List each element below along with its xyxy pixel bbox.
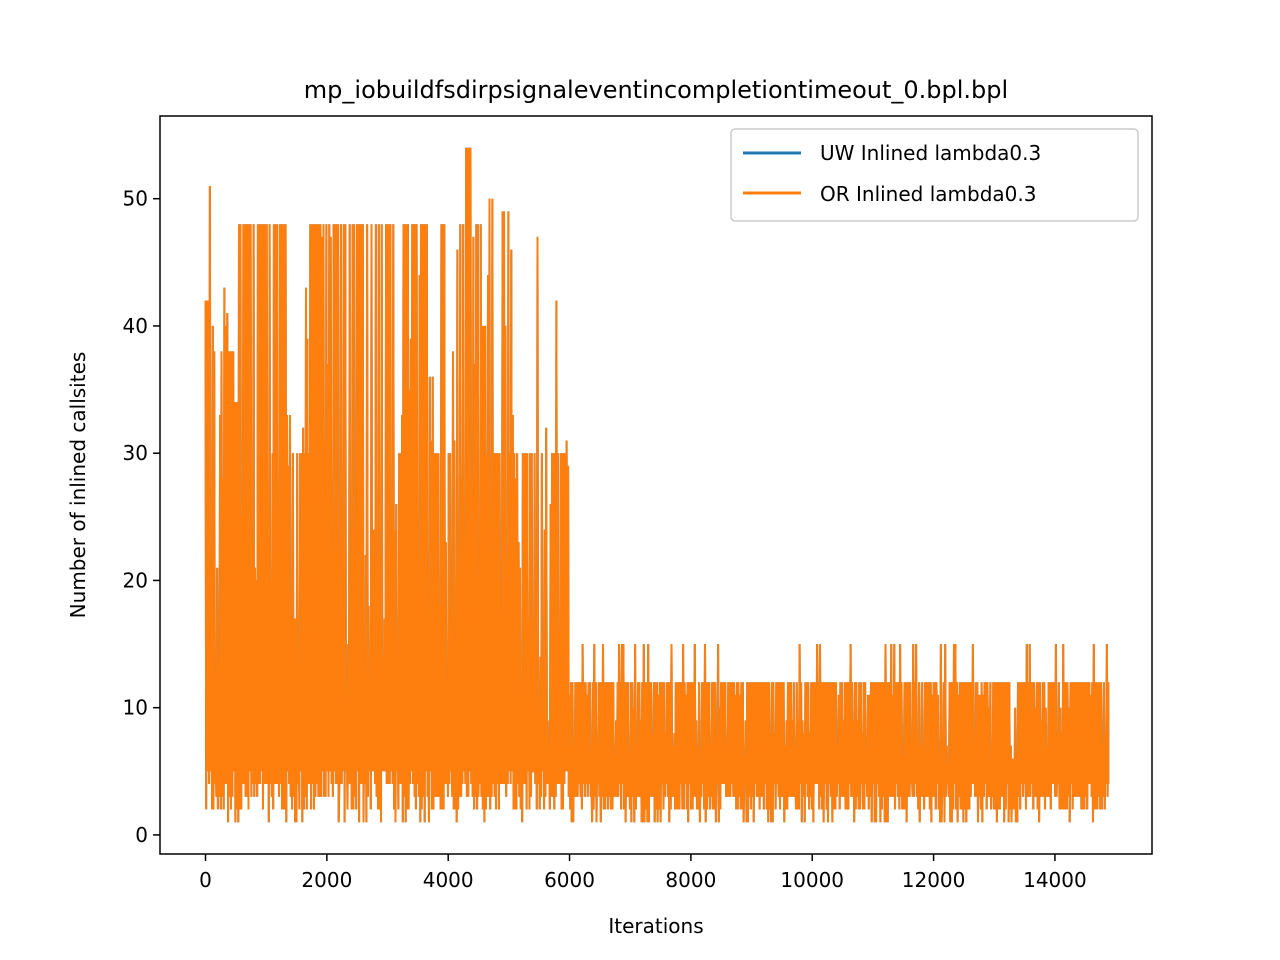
- y-tick-label: 40: [123, 314, 148, 338]
- legend-box: [730, 128, 1139, 222]
- x-tick-label: 12000: [902, 868, 966, 892]
- plot-frame: [159, 115, 1153, 855]
- x-tick-label: 0: [199, 868, 212, 892]
- x-tick-label: 6000: [544, 868, 595, 892]
- y-tick-label: 50: [123, 187, 148, 211]
- legend: UW Inlined lambda0.3 OR Inlined lambda0.…: [730, 128, 1139, 222]
- plot-area: [204, 147, 1110, 823]
- x-tick-label: 8000: [665, 868, 716, 892]
- y-tick-label: 10: [123, 696, 148, 720]
- legend-label-or: OR Inlined lambda0.3: [820, 182, 1036, 206]
- series-layer: [204, 147, 1110, 823]
- x-tick-label: 14000: [1023, 868, 1087, 892]
- chart-title: mp_iobuildfsdirpsignaleventincompletiont…: [304, 76, 1008, 104]
- x-axis-label: Iterations: [608, 914, 703, 938]
- y-tick-label: 0: [135, 823, 148, 847]
- axes-layer: 0 2000 4000 6000 8000 10000 12000 14000 0 10 20 30 4…: [123, 187, 1087, 892]
- legend-label-uw: UW Inlined lambda0.3: [820, 141, 1041, 165]
- y-axis-label: Number of inlined callsites: [66, 352, 90, 619]
- y-tick-label: 20: [123, 568, 148, 592]
- y-tick-label: 30: [123, 441, 148, 465]
- x-tick-label: 2000: [301, 868, 352, 892]
- x-tick-label: 4000: [423, 868, 474, 892]
- x-tick-label: 10000: [780, 868, 844, 892]
- series-line-or: [204, 147, 1110, 823]
